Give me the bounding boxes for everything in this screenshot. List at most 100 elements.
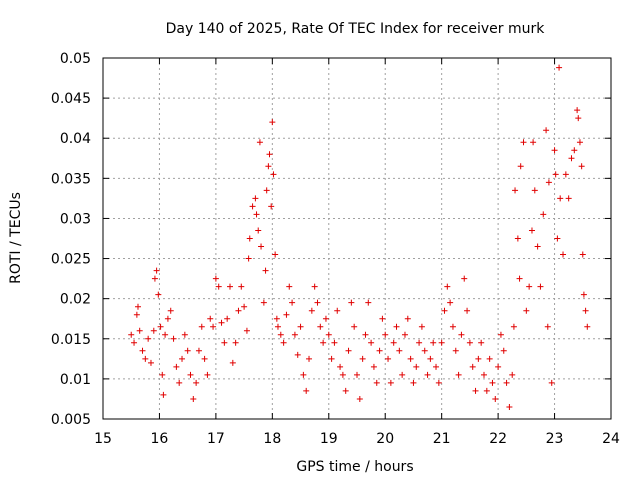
- data-point: [289, 299, 296, 306]
- data-point: [523, 307, 530, 314]
- data-point: [552, 171, 559, 178]
- data-point: [162, 331, 169, 338]
- data-point: [294, 351, 301, 358]
- data-point: [300, 371, 307, 378]
- data-point: [390, 339, 397, 346]
- data-point: [260, 299, 267, 306]
- x-tick-label: 24: [602, 431, 620, 447]
- data-point: [534, 243, 541, 250]
- data-point: [252, 195, 259, 202]
- data-point: [548, 379, 555, 386]
- data-point: [190, 395, 197, 402]
- data-point: [568, 155, 575, 162]
- data-point: [249, 203, 256, 210]
- data-point: [221, 339, 228, 346]
- data-point: [486, 355, 493, 362]
- data-point: [274, 323, 281, 330]
- data-point: [303, 387, 310, 394]
- data-point: [160, 391, 167, 398]
- data-points: [128, 64, 591, 410]
- data-point: [243, 327, 250, 334]
- data-point: [416, 339, 423, 346]
- data-point: [306, 355, 313, 362]
- data-point: [280, 339, 287, 346]
- data-point: [277, 331, 284, 338]
- data-point: [258, 243, 265, 250]
- data-point: [308, 307, 315, 314]
- data-point: [241, 303, 248, 310]
- data-point: [204, 371, 211, 378]
- data-point: [128, 331, 135, 338]
- y-tick-label: 0.045: [51, 91, 91, 107]
- data-point: [435, 379, 442, 386]
- x-tick-label: 22: [489, 431, 507, 447]
- data-point: [520, 139, 527, 146]
- data-point: [145, 335, 152, 342]
- data-point: [478, 339, 485, 346]
- plot-frame: [102, 57, 612, 420]
- data-point: [265, 163, 272, 170]
- data-point: [136, 327, 143, 334]
- y-tick-label: 0.015: [51, 332, 91, 348]
- data-point: [376, 347, 383, 354]
- data-point: [283, 311, 290, 318]
- data-point: [176, 379, 183, 386]
- data-point: [359, 355, 366, 362]
- data-point: [273, 315, 280, 322]
- y-tick-label: 0.03: [60, 211, 91, 227]
- data-point: [314, 299, 321, 306]
- data-point: [526, 283, 533, 290]
- data-point: [184, 347, 191, 354]
- data-point: [238, 283, 245, 290]
- data-point: [263, 187, 270, 194]
- y-axis-label: ROTI / TECUs: [8, 192, 24, 284]
- y-tick-label: 0.025: [51, 252, 91, 268]
- data-point: [181, 331, 188, 338]
- data-point: [155, 291, 162, 298]
- data-point: [320, 339, 327, 346]
- data-point: [356, 395, 363, 402]
- data-point: [207, 315, 214, 322]
- data-point: [489, 379, 496, 386]
- data-point: [348, 299, 355, 306]
- data-point: [562, 171, 569, 178]
- data-point: [421, 347, 428, 354]
- data-point: [557, 195, 564, 202]
- data-point: [452, 347, 459, 354]
- data-point: [142, 355, 149, 362]
- data-point: [246, 235, 253, 242]
- data-point: [584, 323, 591, 330]
- data-point: [387, 379, 394, 386]
- data-point: [195, 347, 202, 354]
- data-point: [235, 307, 242, 314]
- data-point: [449, 323, 456, 330]
- data-point: [286, 283, 293, 290]
- data-point: [131, 339, 138, 346]
- x-tick-label: 15: [94, 431, 112, 447]
- data-point: [339, 371, 346, 378]
- data-point: [500, 347, 507, 354]
- x-tick-label: 23: [546, 431, 564, 447]
- data-point: [427, 355, 434, 362]
- data-point: [370, 363, 377, 370]
- data-point: [578, 163, 585, 170]
- data-point: [574, 107, 581, 114]
- data-point: [210, 323, 217, 330]
- data-point: [413, 363, 420, 370]
- data-point: [198, 323, 205, 330]
- data-point: [187, 371, 194, 378]
- data-point: [509, 371, 516, 378]
- data-point: [551, 147, 558, 154]
- data-point: [325, 331, 332, 338]
- data-point: [466, 339, 473, 346]
- data-point: [269, 119, 276, 126]
- data-point: [270, 171, 277, 178]
- data-point: [510, 323, 517, 330]
- data-point: [266, 151, 273, 158]
- data-point: [560, 251, 567, 258]
- data-point: [512, 187, 519, 194]
- y-tick-label: 0.04: [60, 131, 91, 147]
- data-point: [253, 211, 260, 218]
- data-point: [531, 187, 538, 194]
